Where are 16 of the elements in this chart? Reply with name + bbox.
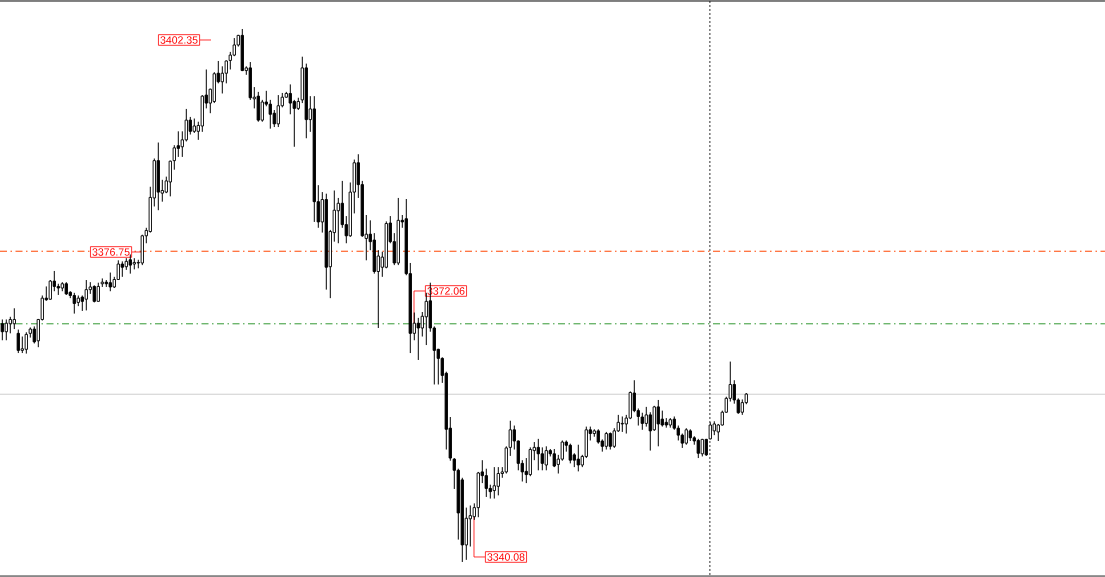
candlestick	[4, 318, 8, 341]
candlestick	[568, 443, 572, 464]
candlestick	[0, 318, 4, 341]
candlestick	[84, 279, 88, 311]
candlestick	[544, 445, 548, 471]
candlestick	[620, 415, 624, 433]
candlestick	[12, 307, 16, 330]
candlestick	[16, 329, 20, 354]
candlestick	[576, 444, 580, 472]
candlestick	[536, 438, 540, 471]
candlestick	[644, 406, 648, 428]
candlestick	[24, 331, 28, 355]
candlestick	[656, 399, 660, 447]
candlestick	[696, 438, 700, 459]
candlestick	[72, 292, 76, 315]
candlestick	[48, 279, 52, 301]
